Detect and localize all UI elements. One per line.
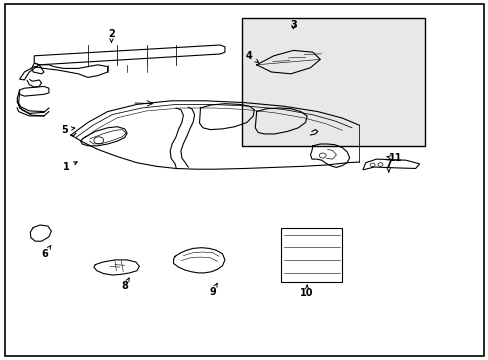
Text: 8: 8 xyxy=(121,278,129,291)
Text: 10: 10 xyxy=(300,285,313,298)
Bar xyxy=(281,228,342,282)
Text: 9: 9 xyxy=(209,283,217,297)
Text: 5: 5 xyxy=(61,125,75,135)
Text: 6: 6 xyxy=(41,246,51,259)
Text: 1: 1 xyxy=(62,162,77,172)
Text: 3: 3 xyxy=(289,20,296,30)
Text: 4: 4 xyxy=(245,51,258,63)
Text: 11: 11 xyxy=(386,153,402,163)
Text: 7: 7 xyxy=(385,159,391,172)
Bar xyxy=(242,18,425,146)
Text: 2: 2 xyxy=(108,29,115,42)
